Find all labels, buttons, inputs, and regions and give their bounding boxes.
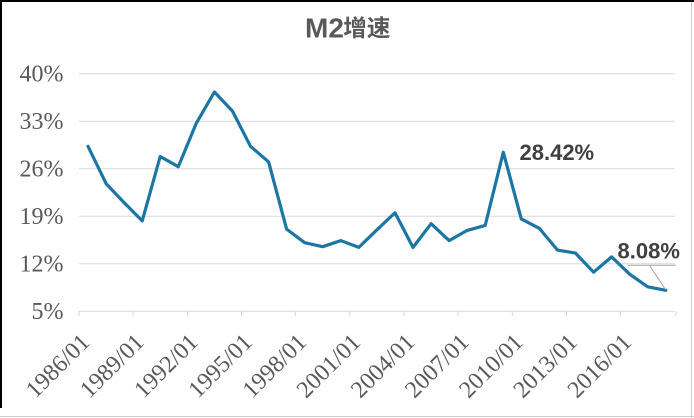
- svg-text:8.08%: 8.08%: [618, 238, 680, 263]
- svg-text:5%: 5%: [32, 299, 64, 325]
- svg-text:19%: 19%: [20, 204, 64, 230]
- svg-text:12%: 12%: [20, 252, 64, 278]
- svg-text:M2: M2: [305, 12, 344, 43]
- svg-text:28.42%: 28.42%: [520, 140, 595, 165]
- svg-text:33%: 33%: [20, 109, 64, 135]
- svg-text:26%: 26%: [20, 157, 64, 183]
- svg-text:40%: 40%: [20, 62, 64, 88]
